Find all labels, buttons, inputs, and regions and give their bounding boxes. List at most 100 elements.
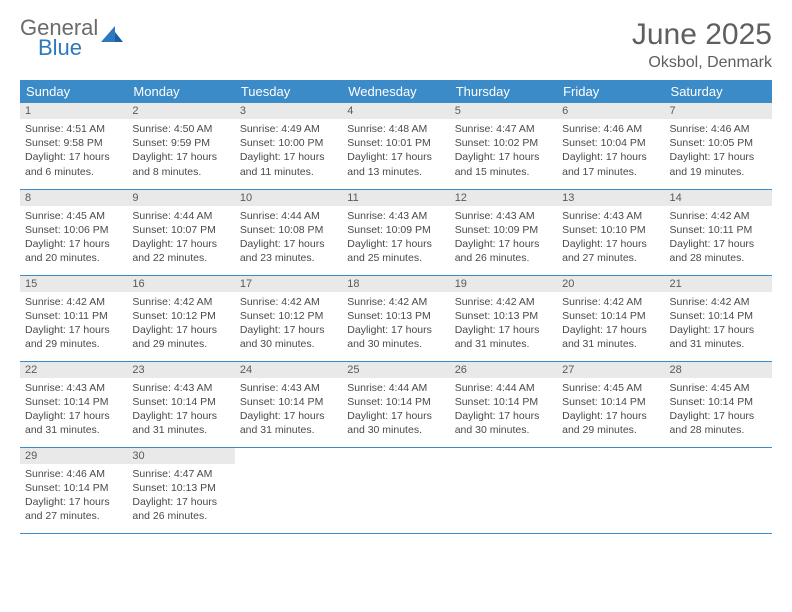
day-number: 8 bbox=[20, 190, 127, 206]
calendar-day-cell: 6Sunrise: 4:46 AMSunset: 10:04 PMDayligh… bbox=[557, 103, 664, 189]
calendar-header-cell: Friday bbox=[557, 80, 664, 103]
calendar-day-cell: 23Sunrise: 4:43 AMSunset: 10:14 PMDaylig… bbox=[127, 361, 234, 447]
calendar-day-cell: 20Sunrise: 4:42 AMSunset: 10:14 PMDaylig… bbox=[557, 275, 664, 361]
calendar-day-cell: 11Sunrise: 4:43 AMSunset: 10:09 PMDaylig… bbox=[342, 189, 449, 275]
day-details: Sunrise: 4:43 AMSunset: 10:14 PMDaylight… bbox=[127, 378, 234, 442]
day-details: Sunrise: 4:42 AMSunset: 10:14 PMDaylight… bbox=[665, 292, 772, 356]
calendar-day-cell: 22Sunrise: 4:43 AMSunset: 10:14 PMDaylig… bbox=[20, 361, 127, 447]
logo-triangle-icon bbox=[101, 26, 123, 49]
day-details: Sunrise: 4:45 AMSunset: 10:14 PMDaylight… bbox=[665, 378, 772, 442]
calendar-day-cell: 26Sunrise: 4:44 AMSunset: 10:14 PMDaylig… bbox=[450, 361, 557, 447]
calendar-day-cell: 27Sunrise: 4:45 AMSunset: 10:14 PMDaylig… bbox=[557, 361, 664, 447]
logo: General Blue bbox=[20, 18, 123, 59]
calendar-day-cell: 18Sunrise: 4:42 AMSunset: 10:13 PMDaylig… bbox=[342, 275, 449, 361]
calendar-day-cell: 5Sunrise: 4:47 AMSunset: 10:02 PMDayligh… bbox=[450, 103, 557, 189]
calendar-header-cell: Tuesday bbox=[235, 80, 342, 103]
calendar-day-cell: 15Sunrise: 4:42 AMSunset: 10:11 PMDaylig… bbox=[20, 275, 127, 361]
day-details: Sunrise: 4:42 AMSunset: 10:11 PMDaylight… bbox=[20, 292, 127, 356]
day-details: Sunrise: 4:43 AMSunset: 10:09 PMDaylight… bbox=[342, 206, 449, 270]
calendar-header-cell: Thursday bbox=[450, 80, 557, 103]
day-details: Sunrise: 4:49 AMSunset: 10:00 PMDaylight… bbox=[235, 119, 342, 183]
calendar-day-cell: 17Sunrise: 4:42 AMSunset: 10:12 PMDaylig… bbox=[235, 275, 342, 361]
calendar-day-cell bbox=[342, 447, 449, 533]
day-number: 3 bbox=[235, 103, 342, 119]
day-details: Sunrise: 4:44 AMSunset: 10:14 PMDaylight… bbox=[450, 378, 557, 442]
calendar-table: SundayMondayTuesdayWednesdayThursdayFrid… bbox=[20, 80, 772, 534]
day-number: 28 bbox=[665, 362, 772, 378]
day-details: Sunrise: 4:42 AMSunset: 10:13 PMDaylight… bbox=[450, 292, 557, 356]
calendar-header-cell: Wednesday bbox=[342, 80, 449, 103]
calendar-day-cell bbox=[450, 447, 557, 533]
day-number: 21 bbox=[665, 276, 772, 292]
calendar-day-cell: 2Sunrise: 4:50 AMSunset: 9:59 PMDaylight… bbox=[127, 103, 234, 189]
calendar-day-cell: 14Sunrise: 4:42 AMSunset: 10:11 PMDaylig… bbox=[665, 189, 772, 275]
calendar-day-cell bbox=[557, 447, 664, 533]
day-number: 2 bbox=[127, 103, 234, 119]
day-number: 24 bbox=[235, 362, 342, 378]
calendar-day-cell bbox=[235, 447, 342, 533]
day-details: Sunrise: 4:42 AMSunset: 10:13 PMDaylight… bbox=[342, 292, 449, 356]
day-details: Sunrise: 4:42 AMSunset: 10:14 PMDaylight… bbox=[557, 292, 664, 356]
day-details: Sunrise: 4:51 AMSunset: 9:58 PMDaylight:… bbox=[20, 119, 127, 183]
day-number: 16 bbox=[127, 276, 234, 292]
calendar-header-cell: Saturday bbox=[665, 80, 772, 103]
day-details: Sunrise: 4:50 AMSunset: 9:59 PMDaylight:… bbox=[127, 119, 234, 183]
day-details: Sunrise: 4:43 AMSunset: 10:14 PMDaylight… bbox=[235, 378, 342, 442]
day-number: 7 bbox=[665, 103, 772, 119]
day-number: 11 bbox=[342, 190, 449, 206]
calendar-day-cell: 16Sunrise: 4:42 AMSunset: 10:12 PMDaylig… bbox=[127, 275, 234, 361]
day-details: Sunrise: 4:44 AMSunset: 10:08 PMDaylight… bbox=[235, 206, 342, 270]
day-details: Sunrise: 4:46 AMSunset: 10:14 PMDaylight… bbox=[20, 464, 127, 528]
calendar-day-cell: 12Sunrise: 4:43 AMSunset: 10:09 PMDaylig… bbox=[450, 189, 557, 275]
day-details: Sunrise: 4:43 AMSunset: 10:14 PMDaylight… bbox=[20, 378, 127, 442]
day-number: 5 bbox=[450, 103, 557, 119]
calendar-day-cell: 4Sunrise: 4:48 AMSunset: 10:01 PMDayligh… bbox=[342, 103, 449, 189]
day-number: 30 bbox=[127, 448, 234, 464]
calendar-day-cell: 30Sunrise: 4:47 AMSunset: 10:13 PMDaylig… bbox=[127, 447, 234, 533]
day-number: 12 bbox=[450, 190, 557, 206]
day-details: Sunrise: 4:46 AMSunset: 10:05 PMDaylight… bbox=[665, 119, 772, 183]
page-title: June 2025 bbox=[632, 18, 772, 52]
day-number: 14 bbox=[665, 190, 772, 206]
day-details: Sunrise: 4:44 AMSunset: 10:07 PMDaylight… bbox=[127, 206, 234, 270]
day-number: 23 bbox=[127, 362, 234, 378]
location-subtitle: Oksbol, Denmark bbox=[632, 54, 772, 72]
day-number: 4 bbox=[342, 103, 449, 119]
day-details: Sunrise: 4:48 AMSunset: 10:01 PMDaylight… bbox=[342, 119, 449, 183]
calendar-day-cell: 13Sunrise: 4:43 AMSunset: 10:10 PMDaylig… bbox=[557, 189, 664, 275]
calendar-day-cell: 7Sunrise: 4:46 AMSunset: 10:05 PMDayligh… bbox=[665, 103, 772, 189]
day-number: 27 bbox=[557, 362, 664, 378]
day-number: 15 bbox=[20, 276, 127, 292]
day-details: Sunrise: 4:43 AMSunset: 10:09 PMDaylight… bbox=[450, 206, 557, 270]
day-details: Sunrise: 4:42 AMSunset: 10:12 PMDaylight… bbox=[127, 292, 234, 356]
day-details: Sunrise: 4:43 AMSunset: 10:10 PMDaylight… bbox=[557, 206, 664, 270]
day-details: Sunrise: 4:45 AMSunset: 10:14 PMDaylight… bbox=[557, 378, 664, 442]
logo-text-blue: Blue bbox=[38, 38, 98, 59]
day-number: 13 bbox=[557, 190, 664, 206]
calendar-day-cell: 19Sunrise: 4:42 AMSunset: 10:13 PMDaylig… bbox=[450, 275, 557, 361]
day-details: Sunrise: 4:42 AMSunset: 10:12 PMDaylight… bbox=[235, 292, 342, 356]
day-details: Sunrise: 4:47 AMSunset: 10:02 PMDaylight… bbox=[450, 119, 557, 183]
day-number: 22 bbox=[20, 362, 127, 378]
day-number: 17 bbox=[235, 276, 342, 292]
day-number: 18 bbox=[342, 276, 449, 292]
calendar-header-cell: Sunday bbox=[20, 80, 127, 103]
calendar-day-cell: 1Sunrise: 4:51 AMSunset: 9:58 PMDaylight… bbox=[20, 103, 127, 189]
calendar-day-cell: 8Sunrise: 4:45 AMSunset: 10:06 PMDayligh… bbox=[20, 189, 127, 275]
day-number: 10 bbox=[235, 190, 342, 206]
calendar-day-cell: 10Sunrise: 4:44 AMSunset: 10:08 PMDaylig… bbox=[235, 189, 342, 275]
calendar-day-cell: 24Sunrise: 4:43 AMSunset: 10:14 PMDaylig… bbox=[235, 361, 342, 447]
calendar-header-cell: Monday bbox=[127, 80, 234, 103]
day-number: 29 bbox=[20, 448, 127, 464]
day-number: 19 bbox=[450, 276, 557, 292]
day-number: 9 bbox=[127, 190, 234, 206]
calendar-day-cell: 21Sunrise: 4:42 AMSunset: 10:14 PMDaylig… bbox=[665, 275, 772, 361]
day-details: Sunrise: 4:44 AMSunset: 10:14 PMDaylight… bbox=[342, 378, 449, 442]
calendar-day-cell: 25Sunrise: 4:44 AMSunset: 10:14 PMDaylig… bbox=[342, 361, 449, 447]
day-details: Sunrise: 4:47 AMSunset: 10:13 PMDaylight… bbox=[127, 464, 234, 528]
calendar-day-cell: 3Sunrise: 4:49 AMSunset: 10:00 PMDayligh… bbox=[235, 103, 342, 189]
day-number: 6 bbox=[557, 103, 664, 119]
day-details: Sunrise: 4:42 AMSunset: 10:11 PMDaylight… bbox=[665, 206, 772, 270]
calendar-day-cell: 29Sunrise: 4:46 AMSunset: 10:14 PMDaylig… bbox=[20, 447, 127, 533]
day-number: 26 bbox=[450, 362, 557, 378]
